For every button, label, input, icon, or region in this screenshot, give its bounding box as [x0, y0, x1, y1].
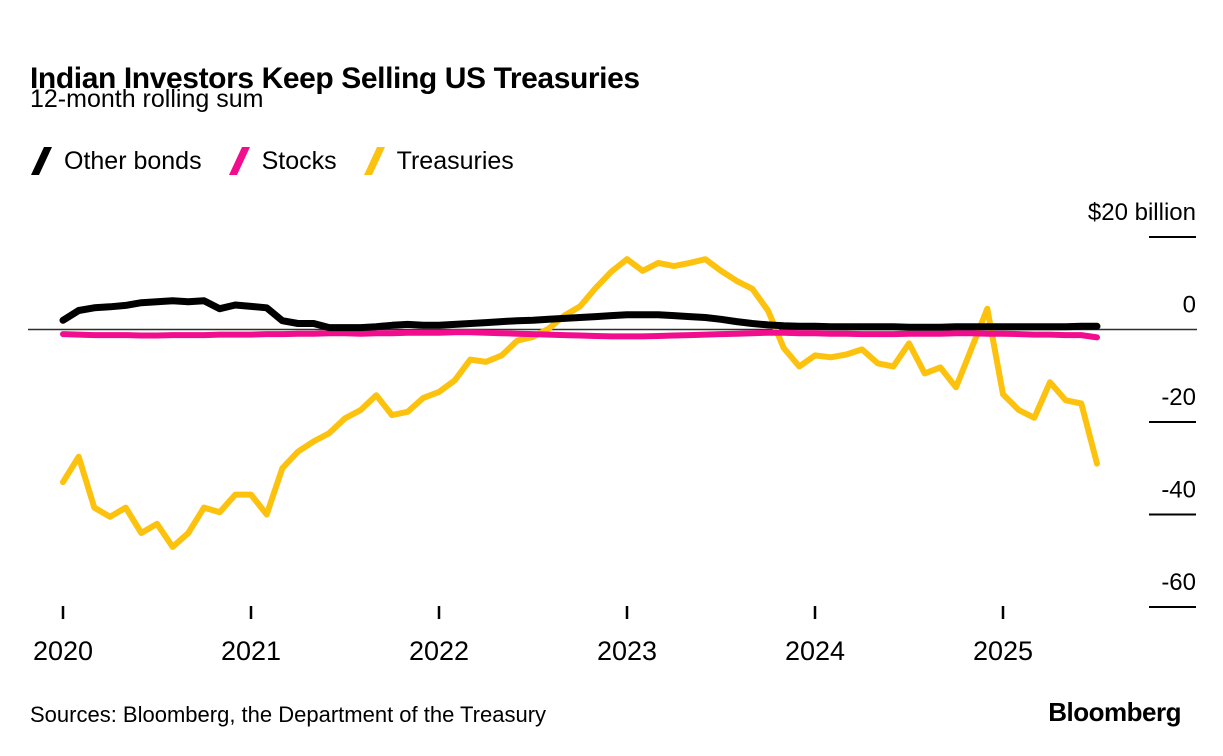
legend: Other bonds Stocks Treasuries — [30, 145, 514, 177]
x-axis-label: 2025 — [973, 636, 1033, 666]
bloomberg-logo: Bloomberg — [1048, 697, 1181, 727]
y-axis-label: 0 — [1183, 292, 1196, 319]
other-bonds-swatch-icon — [31, 147, 52, 175]
stocks-swatch-icon — [228, 147, 250, 175]
x-axis-label: 2022 — [409, 636, 469, 666]
line-other-bonds — [59, 297, 1101, 332]
legend-label-treasuries: Treasuries — [396, 146, 514, 175]
y-axis-label: -40 — [1161, 477, 1196, 504]
legend-item-stocks: Stocks — [228, 146, 337, 176]
legend-label-other-bonds: Other bonds — [64, 146, 202, 175]
x-axis-label: 2023 — [597, 636, 657, 666]
x-axis-label: 2020 — [33, 636, 93, 666]
chart-subtitle: 12-month rolling sum — [30, 85, 264, 113]
y-axis-label: -60 — [1161, 569, 1196, 596]
x-axis-label: 2021 — [221, 636, 281, 666]
source-note: Sources: Bloomberg, the Department of th… — [30, 702, 547, 727]
y-axis-label: -20 — [1161, 384, 1196, 411]
line-treasuries — [60, 256, 1100, 550]
treasuries-swatch-icon — [363, 147, 385, 175]
legend-label-stocks: Stocks — [261, 146, 337, 175]
legend-item-treasuries: Treasuries — [363, 146, 514, 176]
page-title: Indian Investors Keep Selling US Treasur… — [30, 62, 640, 96]
y-axis-label: $20 billion — [1088, 199, 1196, 226]
x-axis-label: 2024 — [785, 636, 845, 666]
line-stocks — [60, 329, 1100, 341]
legend-item-other-bonds: Other bonds — [30, 146, 202, 176]
